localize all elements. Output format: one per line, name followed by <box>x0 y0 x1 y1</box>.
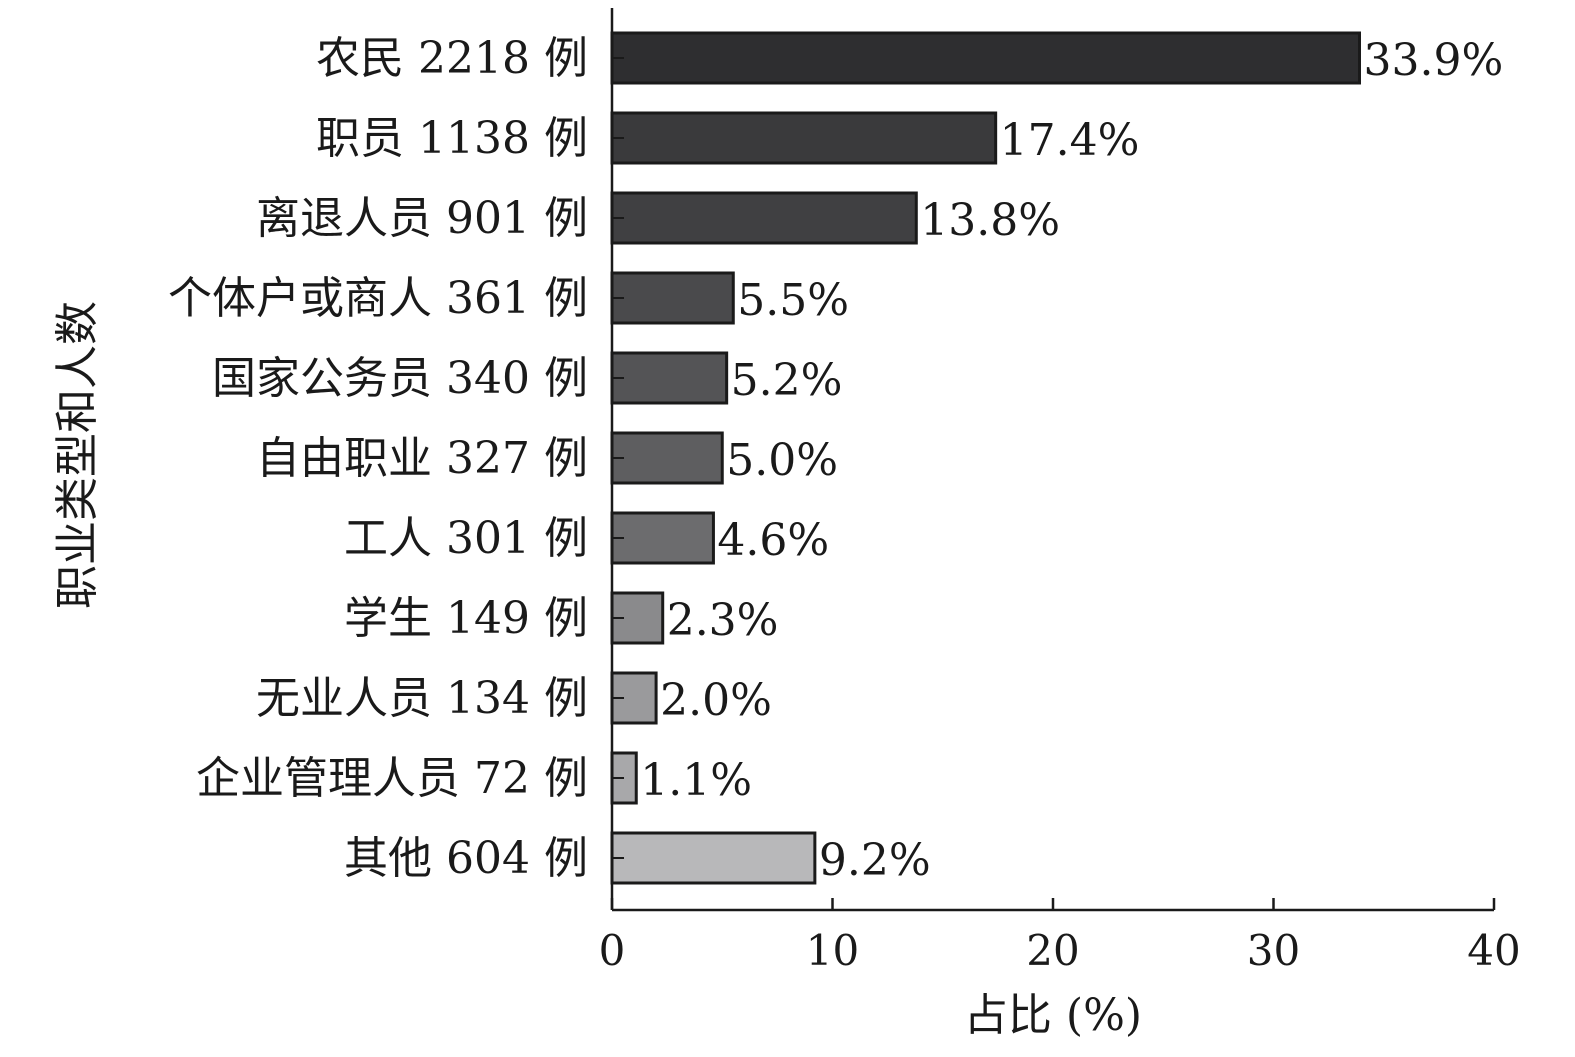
data-label: 5.5% <box>737 275 849 326</box>
bar <box>610 31 1361 85</box>
data-label: 9.2% <box>819 835 931 886</box>
bar <box>610 351 729 405</box>
labels-layer: 农民 2218 例 33.9% 职员 1138 例 17.4% 离退人员 901 例 13… <box>168 33 1521 975</box>
bar <box>610 271 735 325</box>
x-tick-label: 20 <box>1026 926 1079 975</box>
x-tick-label: 30 <box>1247 926 1300 975</box>
data-label: 33.9% <box>1363 35 1503 86</box>
category-label: 职员 1138 例 <box>316 113 588 164</box>
data-label: 1.1% <box>640 755 752 806</box>
bar <box>610 111 998 165</box>
category-label: 个体户或商人 361 例 <box>168 273 588 324</box>
category-label: 学生 149 例 <box>344 593 588 644</box>
data-label: 2.0% <box>660 675 772 726</box>
data-label: 4.6% <box>717 515 829 566</box>
category-label: 其他 604 例 <box>344 833 588 884</box>
data-label: 2.3% <box>667 595 779 646</box>
x-tick-label: 40 <box>1467 926 1520 975</box>
category-label: 工人 301 例 <box>344 513 588 564</box>
bar <box>610 831 817 885</box>
category-label: 企业管理人员 72 例 <box>196 753 588 804</box>
bar <box>610 511 715 565</box>
bar <box>610 191 918 245</box>
category-label: 离退人员 901 例 <box>256 193 588 244</box>
category-label: 农民 2218 例 <box>316 33 588 84</box>
bars-layer <box>610 31 1361 885</box>
data-label: 5.2% <box>731 355 843 406</box>
category-label: 国家公务员 340 例 <box>212 353 588 404</box>
data-label: 17.4% <box>1000 115 1140 166</box>
bar <box>610 431 724 485</box>
category-label: 无业人员 134 例 <box>256 673 588 724</box>
x-axis-title: 占比 (%) <box>964 990 1142 1041</box>
x-tick-label: 10 <box>806 926 859 975</box>
data-label: 13.8% <box>920 195 1060 246</box>
data-label: 5.0% <box>726 435 838 486</box>
axes-layer <box>610 8 1496 912</box>
y-axis-title: 职业类型和人数 <box>52 301 103 609</box>
category-label: 自由职业 327 例 <box>256 433 588 484</box>
x-tick-label: 0 <box>599 926 626 975</box>
